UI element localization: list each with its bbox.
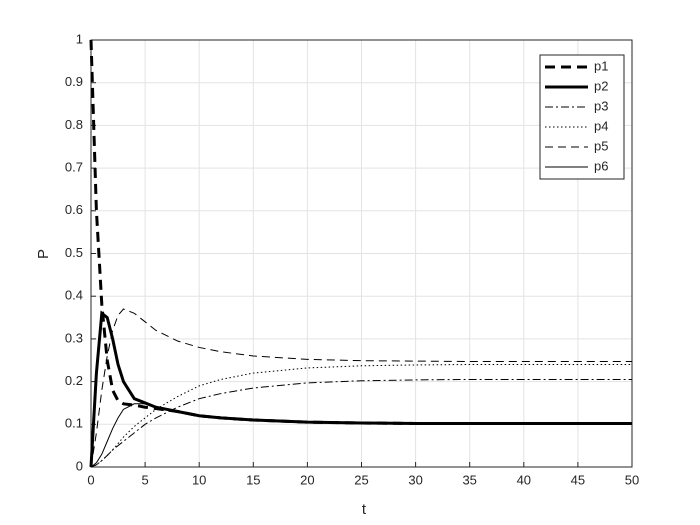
x-tick-label: 25 xyxy=(354,472,368,487)
x-tick-label: 15 xyxy=(246,472,260,487)
legend-label: p3 xyxy=(594,98,608,113)
legend-label: p4 xyxy=(594,118,608,133)
x-axis-label: t xyxy=(362,501,367,518)
legend-label: p6 xyxy=(594,158,608,173)
series-line xyxy=(90,308,632,468)
x-tick-label: 5 xyxy=(141,472,148,487)
y-tick-label: 1 xyxy=(76,31,83,46)
legend-label: p2 xyxy=(594,78,608,93)
x-tick-label: 30 xyxy=(408,472,422,487)
y-tick-label: 0.6 xyxy=(65,202,83,217)
legend-label: p1 xyxy=(594,58,608,73)
y-tick-label: 0.8 xyxy=(65,117,83,132)
y-tick-label: 0 xyxy=(76,458,83,473)
series-line xyxy=(90,403,632,468)
series-line xyxy=(90,378,632,468)
y-tick-label: 0.5 xyxy=(65,245,83,260)
y-axis-label: P xyxy=(35,249,52,259)
y-tick-label: 0.7 xyxy=(65,160,83,175)
legend-box xyxy=(539,54,625,180)
x-tick-label: 0 xyxy=(87,472,94,487)
x-tick-label: 10 xyxy=(192,472,206,487)
legend-label: p5 xyxy=(594,138,608,153)
series-line xyxy=(90,364,632,468)
x-tick-label: 20 xyxy=(300,472,314,487)
x-tick-label: 35 xyxy=(462,472,476,487)
plot-border xyxy=(90,39,633,468)
x-tick-label: 45 xyxy=(571,472,585,487)
x-tick-label: 50 xyxy=(625,472,639,487)
x-tick-label: 40 xyxy=(517,472,531,487)
y-tick-label: 0.1 xyxy=(65,416,83,431)
y-tick-label: 0.9 xyxy=(65,74,83,89)
y-tick-label: 0.2 xyxy=(65,373,83,388)
legend: p1 p2 p3 p4 p5 p6 xyxy=(539,54,625,180)
y-tick-label: 0.4 xyxy=(65,288,83,303)
y-tick-label: 0.3 xyxy=(65,330,83,345)
